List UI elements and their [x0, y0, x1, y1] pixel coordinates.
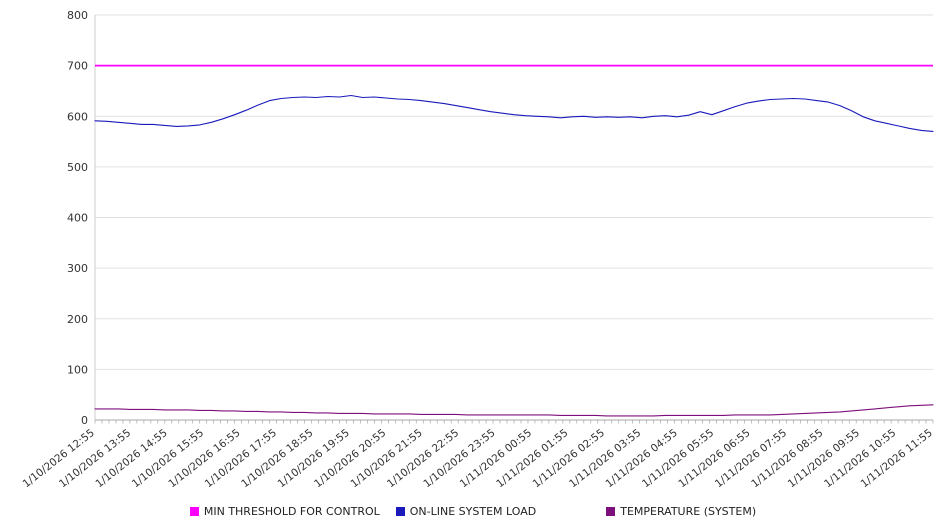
x-axis-labels: 1/10/2026 12:551/10/2026 13:551/10/2026 … [21, 427, 935, 490]
svg-text:400: 400 [67, 212, 88, 225]
svg-text:700: 700 [67, 60, 88, 73]
legend-item-temperature[interactable]: TEMPERATURE (SYSTEM) [606, 505, 756, 518]
legend-item-min-threshold[interactable]: MIN THRESHOLD FOR CONTROL [189, 505, 380, 518]
y-axis-labels: 0 100 200 300 400 500 600 700 800 [67, 9, 88, 427]
chart-plot-area: 0 100 200 300 400 500 600 700 800 1/10/2026 12:55… [21, 9, 935, 490]
legend-label-temperature: TEMPERATURE (SYSTEM) [620, 505, 757, 518]
legend-swatch-system-load [395, 507, 405, 516]
y-gridlines [95, 14, 933, 370]
svg-text:800: 800 [67, 9, 88, 22]
svg-text:300: 300 [67, 262, 88, 275]
series-line-2 [94, 404, 934, 417]
series-line-1 [94, 94, 934, 132]
svg-text:200: 200 [67, 313, 88, 326]
legend-item-system-load[interactable]: ON-LINE SYSTEM LOAD [395, 505, 537, 518]
chart-legend: MIN THRESHOLD FOR CONTROL ON-LINE SYSTEM… [0, 505, 946, 518]
legend-label-system-load: ON-LINE SYSTEM LOAD [409, 505, 537, 518]
svg-text:100: 100 [67, 363, 88, 376]
x-axis-ticks [94, 420, 934, 424]
svg-text:600: 600 [67, 110, 88, 123]
legend-label-min-threshold: MIN THRESHOLD FOR CONTROL [203, 505, 380, 518]
legend-swatch-min-threshold [189, 507, 199, 516]
legend-swatch-temperature [606, 507, 616, 516]
svg-text:0: 0 [81, 414, 88, 427]
svg-text:500: 500 [67, 161, 88, 174]
